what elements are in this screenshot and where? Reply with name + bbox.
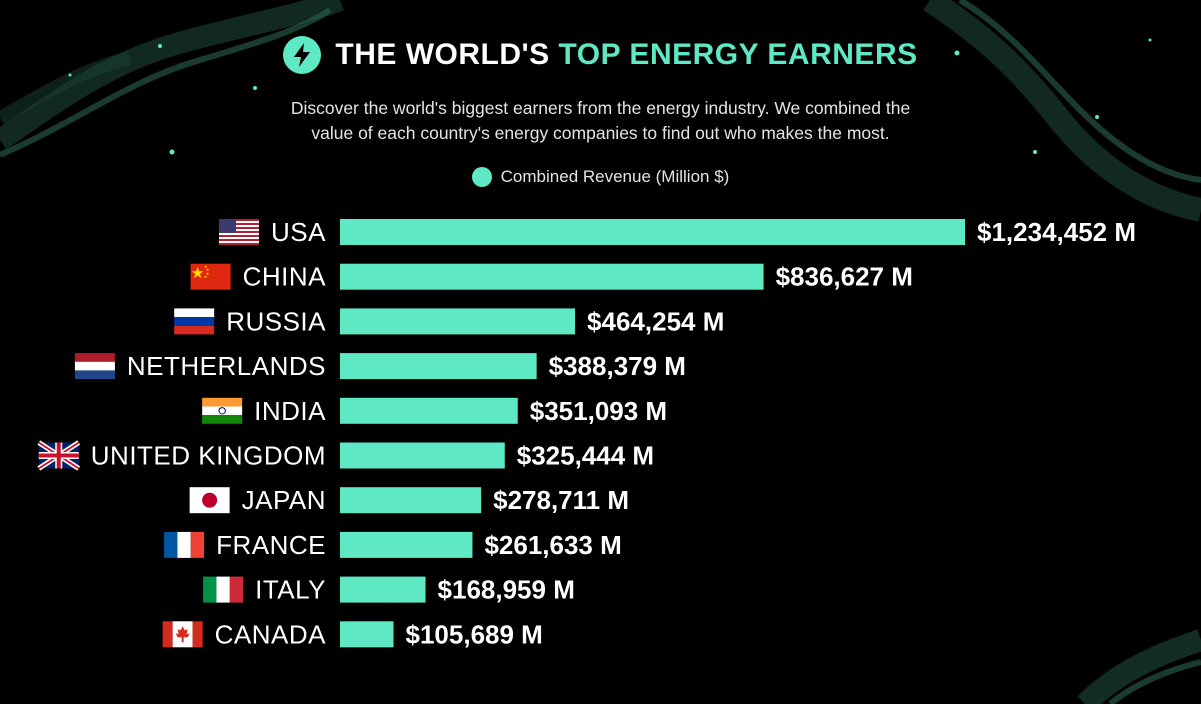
country-label-usa: USA [271, 217, 326, 247]
value-label-russia: $464,254 M [587, 306, 724, 336]
value-label-netherlands: $388,379 M [549, 351, 686, 381]
country-label-india: INDIA [254, 396, 326, 426]
title-part-1: THE WORLD'S [335, 38, 550, 71]
bar-japan [340, 487, 482, 514]
china-flag-icon [190, 263, 231, 290]
canada-flag-icon [162, 621, 203, 648]
value-label-india: $351,093 M [530, 396, 667, 426]
subtitle-line-1: Discover the world's biggest earners fro… [290, 98, 911, 118]
country-label-italy: ITALY [255, 575, 326, 605]
india-flag-icon [202, 397, 243, 424]
country-label-japan: JAPAN [242, 485, 326, 515]
bar-china [340, 263, 764, 290]
value-label-usa: $1,234,452 M [977, 217, 1136, 247]
bar-italy [340, 576, 426, 603]
country-label-canada: CANADA [215, 619, 327, 649]
subtitle: Discover the world's biggest earners fro… [200, 96, 1001, 146]
value-label-united-kingdom: $325,444 M [517, 441, 654, 471]
uk-flag-icon [37, 440, 81, 471]
value-label-japan: $278,711 M [493, 485, 629, 515]
title-part-2: TOP ENERGY EARNERS [558, 38, 918, 71]
wave-top-left [0, 0, 344, 158]
italy-flag-icon [203, 576, 244, 603]
legend-label: Combined Revenue (Million $) [500, 167, 730, 186]
country-label-netherlands: NETHERLANDS [127, 351, 326, 381]
bar-russia [340, 308, 576, 335]
country-label-russia: RUSSIA [226, 306, 326, 336]
japan-flag-icon [189, 487, 230, 514]
russia-flag-icon [174, 308, 215, 335]
header: THE WORLD'S TOP ENERGY EARNERS [0, 36, 1201, 74]
value-label-canada: $105,689 M [406, 619, 543, 649]
lightning-bolt-icon [283, 36, 322, 74]
page-title: THE WORLD'S TOP ENERGY EARNERS [335, 38, 917, 72]
country-label-france: FRANCE [216, 530, 326, 560]
legend-swatch [471, 167, 492, 187]
bar-united-kingdom [340, 442, 505, 469]
subtitle-line-2: value of each country's energy companies… [311, 123, 890, 143]
legend: Combined Revenue (Million $) [0, 167, 1201, 187]
netherlands-flag-icon [74, 353, 115, 380]
wave-bottom-right [1077, 629, 1201, 704]
country-label-china: CHINA [243, 262, 327, 292]
usa-flag-icon [219, 219, 260, 245]
value-label-italy: $168,959 M [438, 575, 575, 605]
sparkles [68, 38, 1152, 155]
bar-canada [340, 621, 394, 648]
bar-india [340, 397, 518, 424]
bar-france [340, 531, 473, 558]
title-row: THE WORLD'S TOP ENERGY EARNERS [283, 36, 917, 74]
value-label-france: $261,633 M [484, 530, 621, 560]
bar-usa [340, 219, 965, 245]
wave-top-right [923, 0, 1201, 222]
france-flag-icon [164, 531, 205, 558]
country-label-united-kingdom: UNITED KINGDOM [91, 441, 326, 471]
bar-netherlands [340, 353, 537, 380]
value-label-china: $836,627 M [776, 262, 913, 292]
